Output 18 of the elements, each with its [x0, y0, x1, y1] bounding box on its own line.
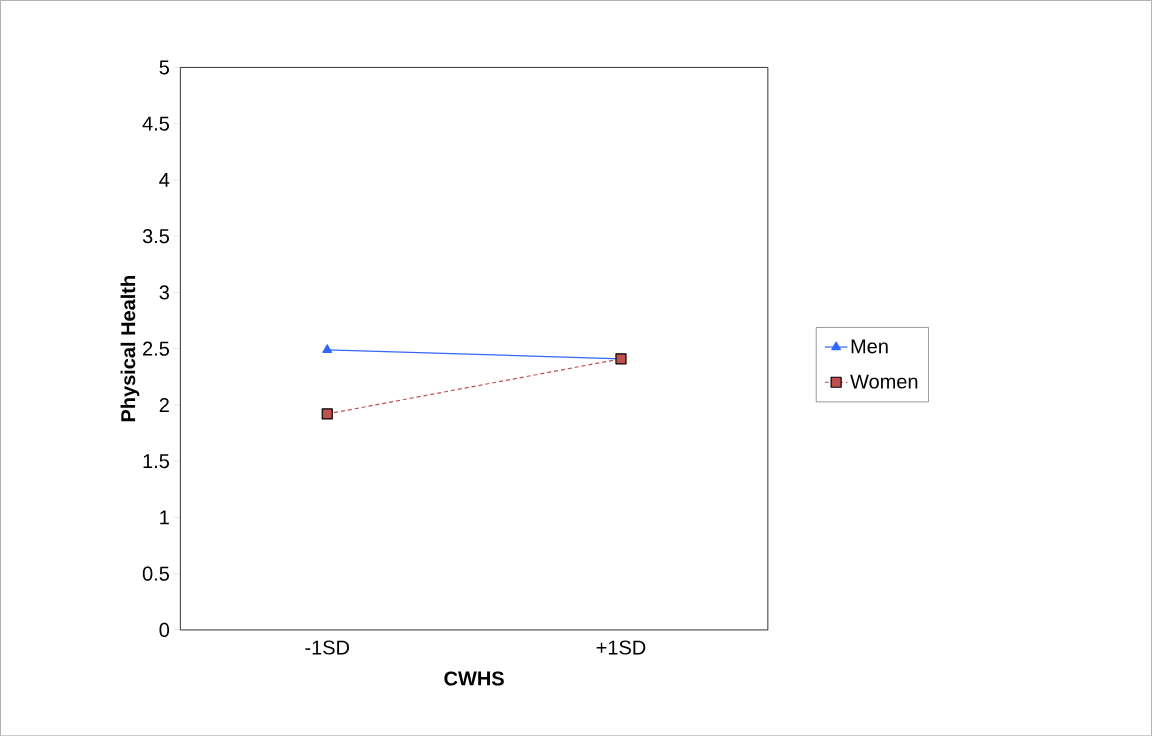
y-tick-label: 4 [159, 172, 170, 187]
x-axis-title: CWHS [444, 671, 504, 686]
legend-label: Women [850, 374, 918, 389]
y-tick-label: 3 [159, 285, 169, 300]
x-tick-label: -1SD [305, 640, 350, 655]
y-tick-label: 3.5 [142, 228, 169, 244]
y-tick-label: 2.5 [143, 341, 169, 356]
y-tick-label: 5 [159, 60, 169, 75]
y-tick-label: 1.5 [143, 454, 169, 468]
x-tick-label: +1SD [596, 640, 646, 655]
y-tick-label: 0 [159, 622, 170, 637]
y-tick-label: 4.5 [142, 116, 169, 131]
y-tick-label: 0.5 [142, 566, 169, 581]
y-tick-label: 2 [159, 397, 169, 412]
y-axis-title: Physical Health [120, 275, 140, 422]
y-tick-label: 1 [160, 510, 169, 525]
legend-label: Men [851, 339, 888, 354]
point [321, 408, 333, 420]
